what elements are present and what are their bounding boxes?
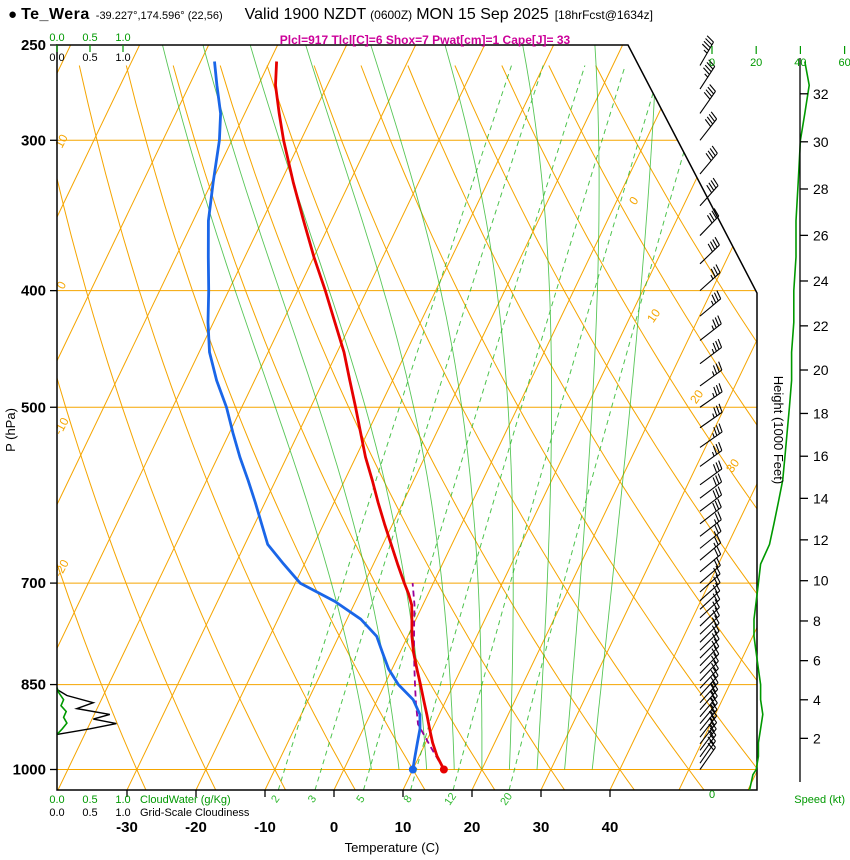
svg-text:8: 8 bbox=[401, 793, 414, 805]
surface-dewpoint-dot bbox=[408, 765, 417, 774]
svg-text:20: 20 bbox=[498, 791, 515, 808]
dewpoint-line bbox=[206, 61, 422, 770]
temp-axis-title: Temperature (C) bbox=[345, 840, 440, 855]
svg-text:0.0: 0.0 bbox=[49, 32, 64, 44]
svg-text:1.0: 1.0 bbox=[115, 52, 130, 64]
svg-text:2: 2 bbox=[813, 730, 821, 746]
height-axis-title: Height (1000 Feet) bbox=[771, 376, 786, 484]
svg-text:18: 18 bbox=[813, 405, 829, 421]
svg-text:60: 60 bbox=[838, 57, 850, 69]
svg-text:0: 0 bbox=[709, 789, 715, 801]
svg-text:6: 6 bbox=[813, 653, 821, 669]
speed-line bbox=[748, 61, 811, 791]
svg-text:-20: -20 bbox=[51, 557, 72, 579]
svg-text:10: 10 bbox=[395, 819, 412, 836]
speed-axis-title: Speed (kt) bbox=[794, 794, 845, 806]
svg-text:0.0: 0.0 bbox=[49, 52, 64, 64]
cloudiness-outline bbox=[56, 688, 117, 736]
surface-temp-dot bbox=[439, 765, 448, 774]
cloudwater-axis-title: CloudWater (g/Kg) bbox=[140, 794, 231, 806]
svg-text:10: 10 bbox=[52, 132, 71, 151]
svg-text:20: 20 bbox=[750, 57, 762, 69]
svg-text:40: 40 bbox=[794, 57, 806, 69]
valid-time: Valid 1900 NZDT bbox=[244, 6, 367, 23]
svg-text:10: 10 bbox=[813, 573, 829, 589]
parcel-line bbox=[411, 583, 445, 770]
valid-date: MON 15 Sep 2025 bbox=[416, 6, 549, 23]
svg-text:2: 2 bbox=[269, 793, 282, 805]
svg-text:1.0: 1.0 bbox=[115, 807, 130, 819]
mixing-ratio-labels: 2 3 5 8 12 20 bbox=[269, 791, 515, 808]
svg-text:0.0: 0.0 bbox=[49, 807, 64, 819]
svg-text:14: 14 bbox=[813, 490, 829, 506]
svg-text:0: 0 bbox=[54, 279, 70, 292]
svg-text:4: 4 bbox=[813, 692, 821, 708]
svg-text:12: 12 bbox=[813, 532, 829, 548]
svg-text:16: 16 bbox=[813, 448, 829, 464]
plot-border bbox=[56, 44, 758, 791]
station-coords: -39.227°,174.596° (22,56) bbox=[95, 10, 223, 22]
svg-text:-10: -10 bbox=[254, 819, 276, 836]
svg-text:30: 30 bbox=[813, 134, 829, 150]
title-bar: ● Te_Wera -39.227°,174.596° (22,56) Valid 1… bbox=[8, 6, 848, 24]
svg-text:0.5: 0.5 bbox=[82, 32, 97, 44]
svg-text:5: 5 bbox=[354, 793, 367, 805]
cloudwater-trace bbox=[56, 687, 68, 735]
svg-text:30: 30 bbox=[533, 819, 550, 836]
svg-text:30: 30 bbox=[723, 456, 742, 475]
pressure-axis-title: P (hPa) bbox=[3, 408, 18, 452]
svg-text:22: 22 bbox=[813, 318, 829, 334]
forecast-tag: [18hrFcst@1634z] bbox=[554, 8, 653, 22]
svg-text:26: 26 bbox=[813, 227, 829, 243]
svg-text:28: 28 bbox=[813, 181, 829, 197]
svg-text:20: 20 bbox=[687, 387, 706, 406]
svg-text:32: 32 bbox=[813, 86, 829, 102]
station-name: Te_Wera bbox=[21, 6, 90, 23]
svg-text:40: 40 bbox=[602, 819, 619, 836]
svg-text:1.0: 1.0 bbox=[115, 32, 130, 44]
svg-text:850: 850 bbox=[21, 677, 46, 694]
svg-text:0: 0 bbox=[626, 194, 641, 208]
svg-text:1.0: 1.0 bbox=[115, 794, 130, 806]
svg-text:12: 12 bbox=[442, 791, 459, 808]
params-line: Plcl=917 Tlcl[C]=6 Shox=7 Pwat[cm]=1 Cap… bbox=[279, 33, 571, 47]
valid-zulu: (0600Z) bbox=[370, 8, 413, 22]
svg-text:-30: -30 bbox=[116, 819, 138, 836]
svg-text:1000: 1000 bbox=[13, 762, 46, 779]
station-bullet-icon: ● bbox=[8, 6, 18, 23]
svg-text:300: 300 bbox=[21, 132, 46, 149]
cloudiness-axis-title: Grid-Scale Cloudiness bbox=[140, 807, 250, 819]
svg-text:8: 8 bbox=[813, 613, 821, 629]
svg-text:0.5: 0.5 bbox=[82, 794, 97, 806]
svg-text:0: 0 bbox=[709, 57, 715, 69]
svg-text:0.5: 0.5 bbox=[82, 807, 97, 819]
svg-text:-20: -20 bbox=[185, 819, 207, 836]
svg-text:700: 700 bbox=[21, 575, 46, 592]
svg-text:250: 250 bbox=[21, 37, 46, 54]
svg-text:3: 3 bbox=[306, 793, 319, 805]
svg-text:0.0: 0.0 bbox=[49, 794, 64, 806]
svg-text:10: 10 bbox=[644, 306, 663, 325]
svg-text:0: 0 bbox=[330, 819, 338, 836]
svg-text:20: 20 bbox=[464, 819, 481, 836]
wind-barbs bbox=[699, 35, 723, 770]
svg-text:500: 500 bbox=[21, 399, 46, 416]
temperature-line bbox=[274, 61, 446, 771]
svg-text:0.5: 0.5 bbox=[82, 52, 97, 64]
svg-text:24: 24 bbox=[813, 273, 829, 289]
grid-lines bbox=[57, 45, 757, 790]
svg-text:20: 20 bbox=[813, 362, 829, 378]
svg-text:400: 400 bbox=[21, 283, 46, 300]
